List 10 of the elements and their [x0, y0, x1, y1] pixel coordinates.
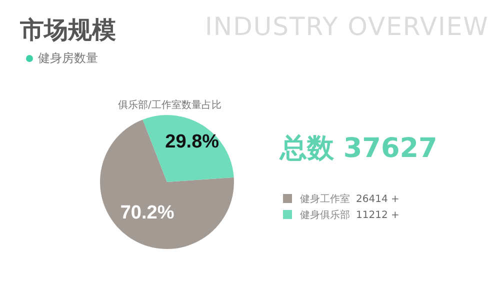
text: 26414 +	[356, 194, 400, 205]
data-label: 29.8%	[165, 132, 220, 153]
chart-title: 市场规模	[20, 15, 116, 46]
legend-label: 健身俱乐部	[300, 210, 350, 221]
chart-subtitle: 健身房数量	[38, 50, 98, 67]
legend-label: 健身工作室	[300, 194, 350, 205]
data-label: 70.2%	[120, 202, 174, 224]
text: 11212 +	[356, 210, 400, 221]
text: 总数 37627	[280, 132, 438, 166]
text: 俱乐部/工作室数量占比	[118, 98, 222, 112]
